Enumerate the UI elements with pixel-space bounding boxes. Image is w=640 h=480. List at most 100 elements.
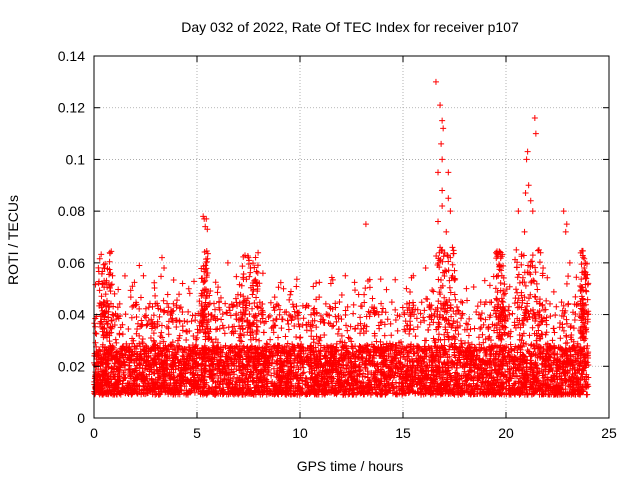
roti-point xyxy=(216,381,223,388)
roti-point xyxy=(412,306,419,313)
roti-point xyxy=(562,377,569,384)
roti-point xyxy=(181,318,188,325)
roti-point xyxy=(321,319,328,326)
roti-point xyxy=(163,323,170,330)
roti-point xyxy=(255,347,262,354)
roti-point xyxy=(430,372,437,379)
roti-point xyxy=(92,281,99,288)
roti-point xyxy=(384,362,391,369)
roti-point xyxy=(98,361,105,368)
roti-point xyxy=(440,351,447,358)
roti-point xyxy=(569,383,576,390)
roti-point xyxy=(361,299,368,306)
roti-point xyxy=(351,279,358,286)
roti-point xyxy=(164,355,171,362)
roti-point xyxy=(383,356,390,363)
roti-point xyxy=(493,369,500,376)
roti-point xyxy=(131,359,138,366)
roti-point xyxy=(306,355,313,362)
roti-point xyxy=(517,379,524,386)
roti-point xyxy=(379,309,386,316)
roti-point xyxy=(326,312,333,319)
roti-point xyxy=(165,331,172,338)
roti-point xyxy=(197,391,204,398)
roti-point xyxy=(251,299,258,306)
roti-point xyxy=(138,317,145,324)
roti-point xyxy=(216,299,223,306)
roti-point xyxy=(355,291,362,298)
roti-point xyxy=(173,304,180,311)
roti-point xyxy=(508,348,515,355)
roti-point xyxy=(489,344,496,351)
roti-point xyxy=(248,349,255,356)
roti-point xyxy=(220,324,227,331)
roti-point xyxy=(505,303,512,310)
roti-point xyxy=(518,337,525,344)
roti-point xyxy=(191,389,198,396)
roti-point xyxy=(392,306,399,313)
roti-point xyxy=(345,358,352,365)
roti-point xyxy=(160,297,167,304)
roti-point xyxy=(235,375,242,382)
roti-point xyxy=(475,363,482,370)
roti-point xyxy=(201,278,208,285)
roti-point xyxy=(360,370,367,377)
roti-point xyxy=(506,353,513,360)
roti-point xyxy=(276,306,283,313)
roti-point xyxy=(289,343,296,350)
roti-point xyxy=(313,280,320,287)
roti-point xyxy=(173,323,180,330)
roti-point xyxy=(145,317,152,324)
roti-point xyxy=(148,377,155,384)
roti-point xyxy=(502,369,509,376)
roti-point xyxy=(519,332,526,339)
roti-point xyxy=(206,349,213,356)
roti-point xyxy=(224,363,231,370)
roti-point xyxy=(404,322,411,329)
roti-point xyxy=(299,390,306,397)
roti-point xyxy=(172,374,179,381)
roti-point xyxy=(348,368,355,375)
roti-point xyxy=(146,383,153,390)
roti-point xyxy=(577,344,584,351)
roti-point xyxy=(126,343,133,350)
roti-point xyxy=(389,357,396,364)
roti-point xyxy=(565,382,572,389)
roti-point xyxy=(96,346,103,353)
roti-point xyxy=(125,326,132,333)
roti-point xyxy=(482,379,489,386)
roti-point xyxy=(259,307,266,314)
roti-point xyxy=(134,320,141,327)
roti-point xyxy=(429,287,436,294)
roti-point xyxy=(527,357,534,364)
roti-point xyxy=(212,279,219,286)
roti-point xyxy=(320,317,327,324)
roti-point xyxy=(566,375,573,382)
roti-point xyxy=(377,276,384,283)
roti-point xyxy=(458,298,465,305)
roti-point xyxy=(393,362,400,369)
roti-point xyxy=(92,323,99,330)
roti-point xyxy=(147,335,154,342)
roti-point xyxy=(225,324,232,331)
roti-point xyxy=(139,340,146,347)
roti-point xyxy=(175,365,182,372)
roti-point xyxy=(92,373,99,380)
roti-point xyxy=(245,357,252,364)
roti-point xyxy=(133,330,140,337)
roti-point xyxy=(343,379,350,386)
roti-point xyxy=(185,308,192,315)
roti-point xyxy=(394,327,401,334)
roti-point xyxy=(407,347,414,354)
roti-point xyxy=(185,343,192,350)
roti-point xyxy=(300,346,307,353)
roti-point xyxy=(491,304,498,311)
roti-point xyxy=(176,318,183,325)
roti-point xyxy=(160,386,167,393)
roti-point xyxy=(237,337,244,344)
roti-point xyxy=(509,310,516,317)
roti-point xyxy=(563,280,570,287)
roti-point xyxy=(375,311,382,318)
roti-point xyxy=(365,308,372,315)
roti-point xyxy=(263,352,270,359)
